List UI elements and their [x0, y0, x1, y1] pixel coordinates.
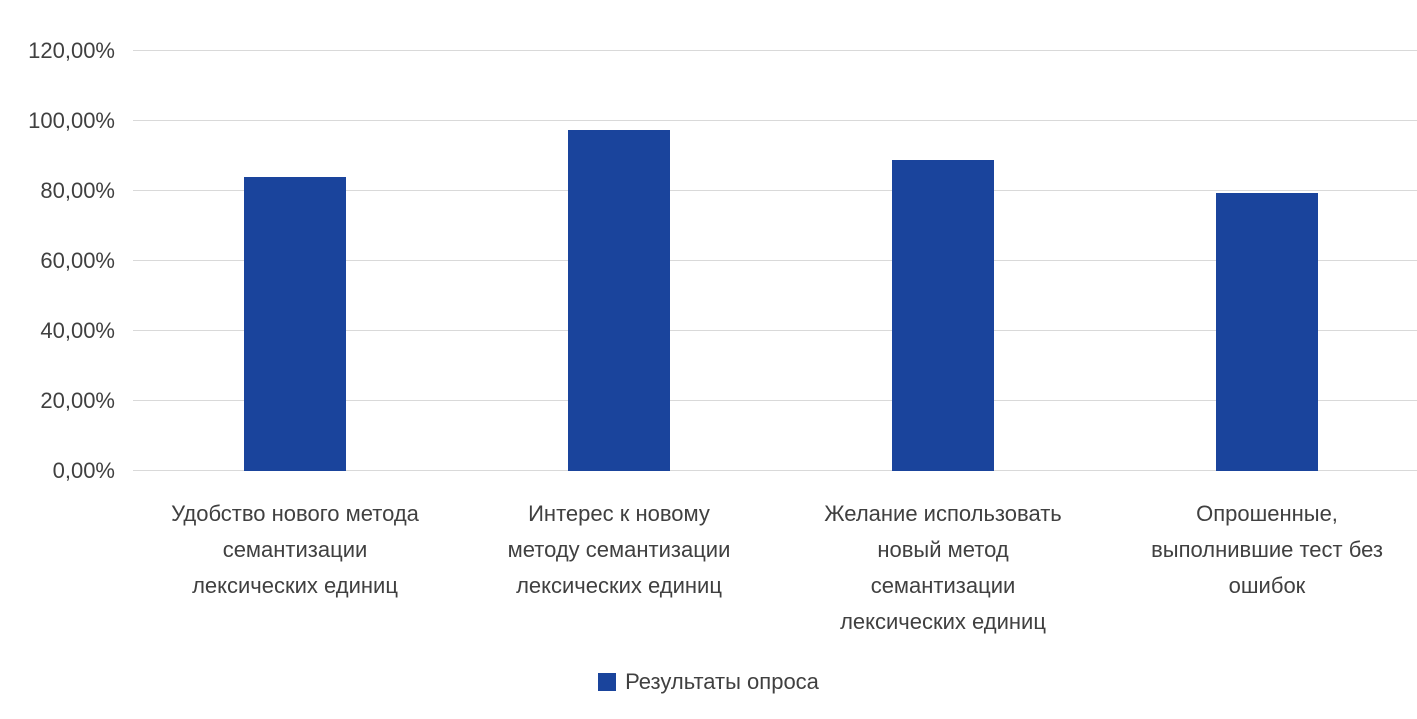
- bar-3: [892, 159, 994, 471]
- category-label-line: лексических единиц: [516, 573, 722, 598]
- y-tick-label: 60,00%: [40, 248, 115, 273]
- category-label-line: лексических единиц: [192, 573, 398, 598]
- y-tick-label: 80,00%: [40, 178, 115, 204]
- y-axis: 0,00% 20,00% 40,00% 60,00% 80,00% 100,00% 120,…: [0, 38, 115, 483]
- x-axis-line: [133, 470, 1417, 471]
- bar-4: [1216, 193, 1318, 471]
- category-label-3: Желание использовать новый метод семантиза…: [781, 496, 1105, 640]
- y-tick-label: 120,00%: [28, 38, 115, 63]
- legend-label: Результаты опроса: [625, 669, 819, 694]
- category-label-4: Опрошенные, выполнившие тест без ошибок: [1105, 496, 1417, 604]
- gridline: [133, 190, 1417, 192]
- category-label-line: Удобство нового метода: [171, 501, 419, 526]
- y-tick-label: 40,00%: [40, 318, 115, 344]
- category-label-line: Желание использовать: [824, 501, 1062, 526]
- category-label-1: Удобство нового метода семантизации лексич…: [133, 496, 457, 604]
- gridline: [133, 260, 1417, 261]
- gridline: [133, 120, 1417, 121]
- y-tick-label: 20,00%: [40, 388, 115, 414]
- category-label-line: лексических единиц: [840, 609, 1046, 634]
- category-label-line: методу семантизации: [507, 537, 731, 562]
- y-tick-label: 100,00%: [28, 108, 115, 133]
- category-label-line: семантизации: [870, 573, 1016, 598]
- legend: Результаты опроса: [0, 669, 1417, 695]
- plot-area: [133, 50, 1417, 471]
- bar-1: [244, 177, 346, 471]
- category-label-2: Интерес к новому методу семантизации лекси…: [457, 496, 781, 604]
- legend-marker: [598, 673, 617, 691]
- gridline: [133, 400, 1417, 402]
- category-label-line: семантизации: [222, 537, 368, 562]
- category-label-line: выполнившие тест без: [1151, 537, 1383, 562]
- gridline: [133, 50, 1417, 51]
- category-label-line: Интерес к новому: [528, 501, 710, 526]
- category-label-line: ошибок: [1228, 573, 1306, 598]
- category-label-line: Опрошенные,: [1196, 501, 1338, 526]
- category-label-line: новый метод: [877, 537, 1009, 562]
- gridline: [133, 330, 1417, 332]
- y-tick-label: 0,00%: [52, 458, 115, 483]
- bar-2: [568, 129, 670, 471]
